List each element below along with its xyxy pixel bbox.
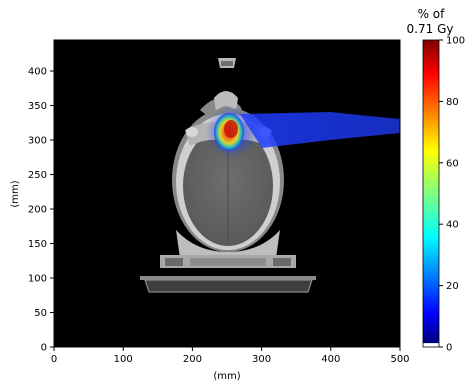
colorbar-tick-label: 60 — [446, 158, 459, 169]
x-tick-label: 200 — [183, 354, 202, 365]
colorbar-axis: 0 20 40 60 80 100 — [439, 36, 465, 354]
colorbar-tick-label: 40 — [446, 220, 459, 231]
y-tick-label: 350 — [28, 101, 47, 112]
y-tick-label: 200 — [28, 205, 47, 216]
y-axis-label: (mm) — [10, 180, 21, 207]
colorbar-tick-label: 0 — [446, 343, 452, 354]
dose-overlay — [206, 106, 400, 158]
x-tick-label: 0 — [51, 354, 57, 365]
x-tick-label: 300 — [252, 354, 271, 365]
x-axis-label: (mm) — [213, 371, 240, 382]
colorbar — [422, 39, 440, 348]
y-tick-label: 300 — [28, 136, 47, 147]
x-axis: 0 100 200 300 400 500 — [51, 347, 410, 365]
colorbar-tick-label: 20 — [446, 281, 459, 292]
y-tick-label: 400 — [28, 67, 47, 78]
y-tick-label: 50 — [34, 308, 47, 319]
y-tick-label: 150 — [28, 239, 47, 250]
colorbar-title-line1: % of — [418, 7, 446, 21]
y-tick-label: 250 — [28, 170, 47, 181]
x-tick-label: 100 — [114, 354, 133, 365]
colorbar-tick-label: 100 — [446, 36, 465, 47]
x-tick-label: 500 — [390, 354, 409, 365]
colorbar-tick-label: 80 — [446, 97, 459, 108]
colorbar-title-line2: 0.71 Gy — [407, 22, 454, 36]
y-axis: 0 50 100 150 200 250 300 350 400 — [28, 67, 54, 354]
y-tick-label: 100 — [28, 274, 47, 285]
plot-frame — [53, 39, 401, 348]
x-tick-label: 400 — [321, 354, 340, 365]
y-tick-label: 0 — [41, 343, 47, 354]
